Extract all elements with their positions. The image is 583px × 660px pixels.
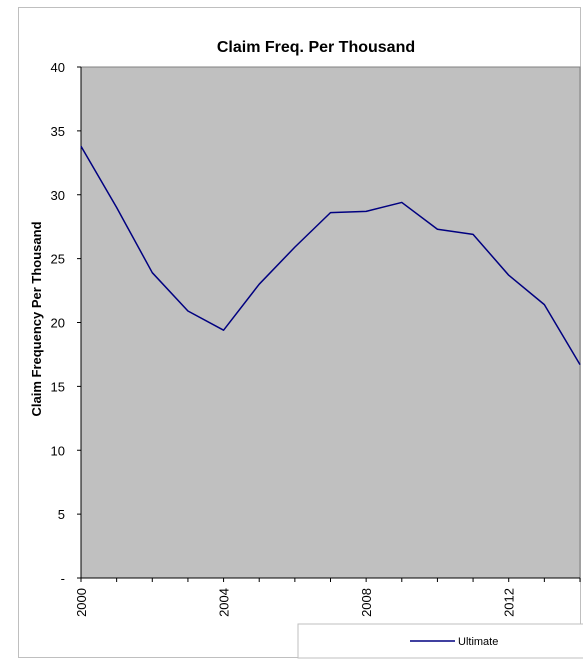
y-tick-label: 20 <box>51 316 65 331</box>
y-tick-label: 35 <box>51 124 65 139</box>
legend-label-ultimate: Ultimate <box>458 636 498 648</box>
y-axis-title: Claim Frequency Per Thousand <box>29 221 44 416</box>
chart-title: Claim Freq. Per Thousand <box>217 39 415 56</box>
x-axis: 2000 2004 2008 2012 <box>74 577 581 617</box>
y-tick-label: 15 <box>51 379 65 394</box>
x-tick-label: 2012 <box>502 588 517 617</box>
series-layer <box>80 145 581 366</box>
x-tick-label: 2004 <box>217 588 232 617</box>
y-tick-label: 25 <box>51 252 65 267</box>
x-tick-label: 2008 <box>359 588 374 617</box>
y-tick-label: 30 <box>51 188 65 203</box>
plot-area <box>80 66 581 579</box>
y-tick-label: 40 <box>51 60 65 75</box>
y-axis: - 5 10 15 20 25 30 35 40 <box>51 60 82 586</box>
y-tick-label: - <box>61 571 65 586</box>
x-tick-label: 2000 <box>74 588 89 617</box>
legend-box <box>297 623 583 659</box>
legend: Ultimate <box>297 623 583 659</box>
y-tick-label: 10 <box>51 443 65 458</box>
y-tick-label: 5 <box>58 507 65 522</box>
